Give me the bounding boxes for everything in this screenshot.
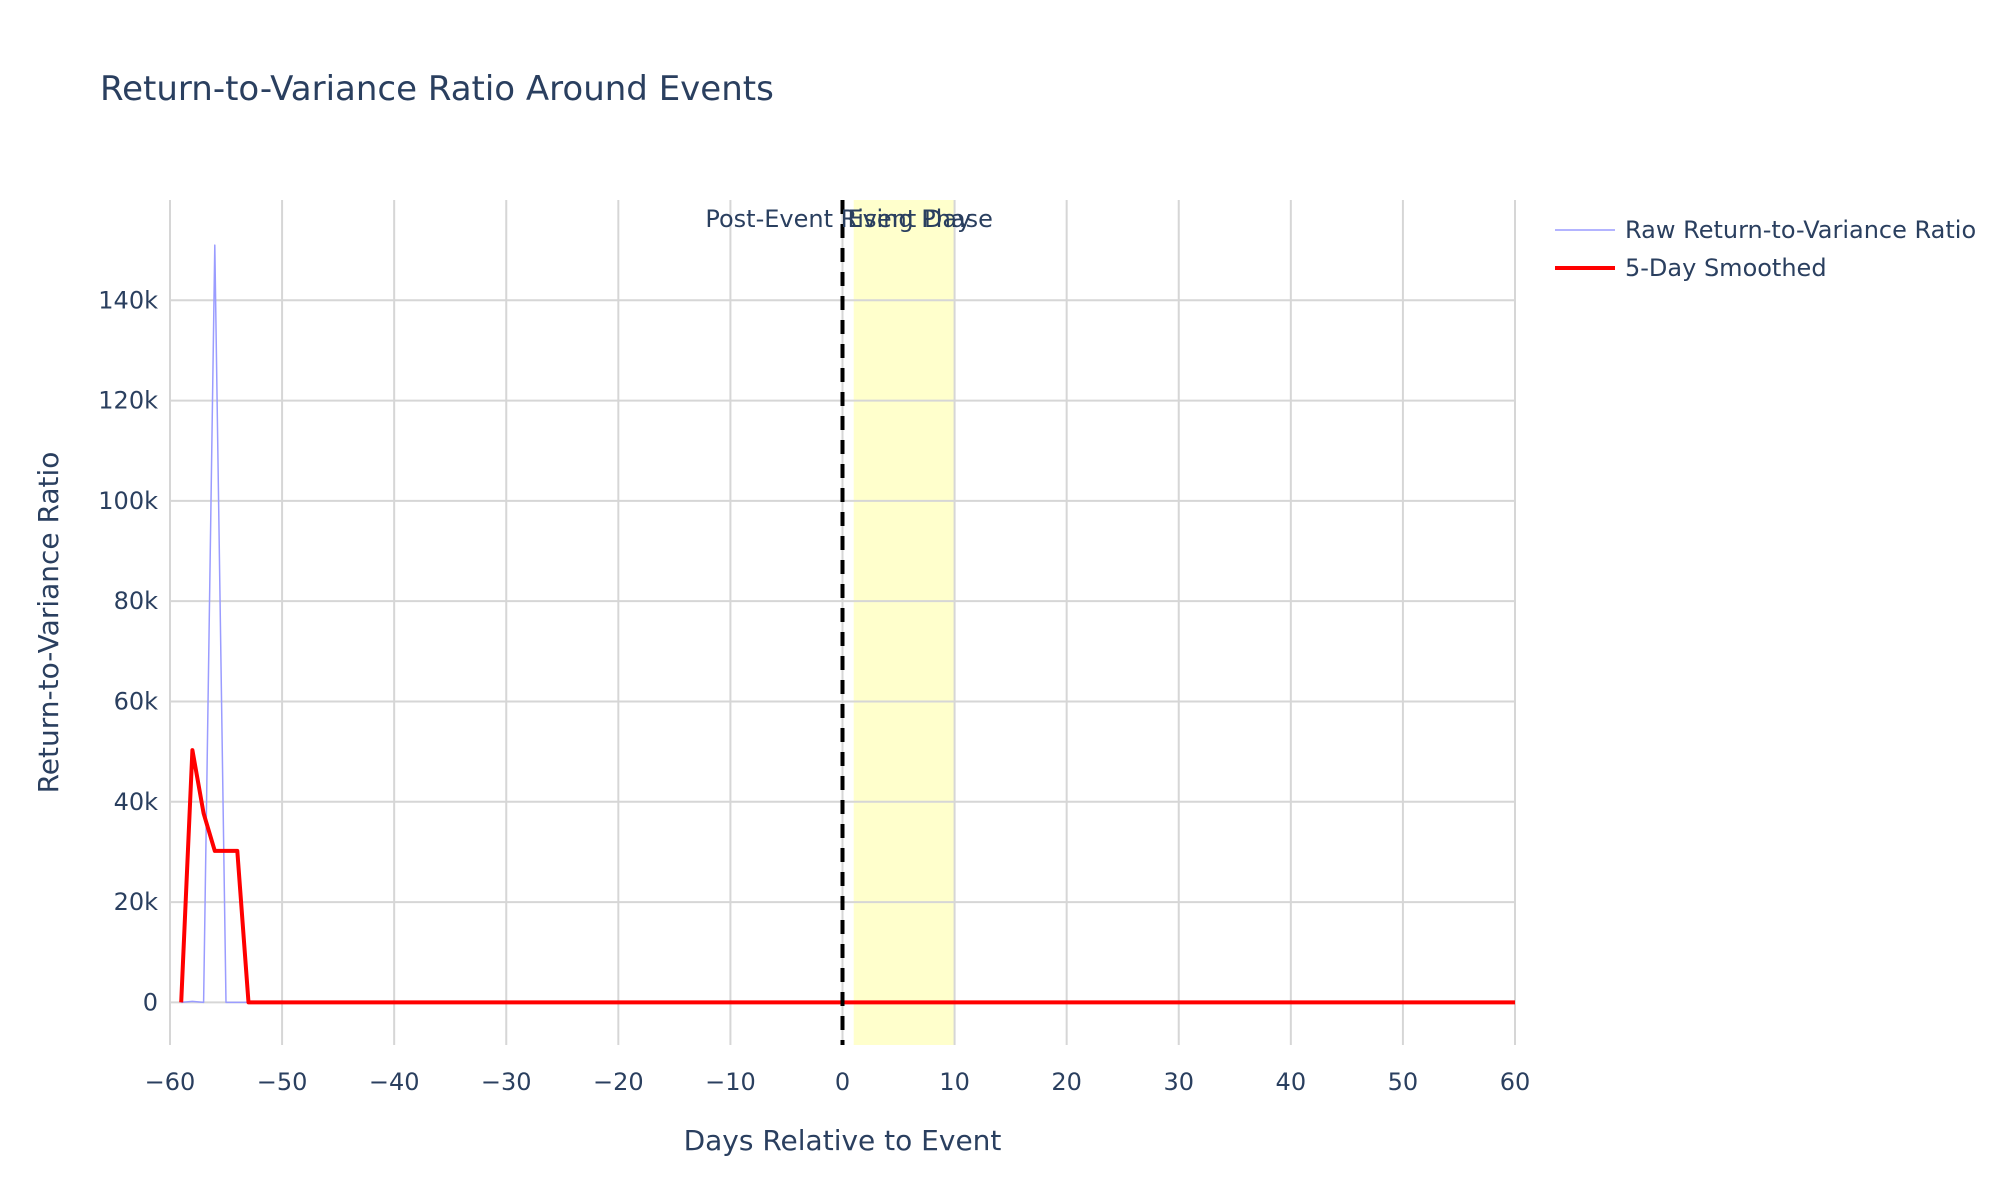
x-tick-label: 30 — [1163, 1068, 1194, 1096]
y-tick-label: 140k — [98, 286, 158, 314]
y-axis-ticks: 0 20k 40k 60k 80k 100k 120k 140k — [98, 286, 158, 1016]
x-tick-label: 60 — [1500, 1068, 1531, 1096]
x-tick-label: 40 — [1276, 1068, 1307, 1096]
post-event-phase-label: Post-Event Rising Phase — [705, 205, 993, 233]
event-day-label: Event Day — [848, 205, 972, 233]
x-axis-ticks: −60 −50 −40 −30 −20 −10 0 10 20 30 40 50 60 — [145, 1068, 1531, 1096]
y-tick-label: 40k — [114, 788, 159, 816]
chart-title: Return-to-Variance Ratio Around Events — [100, 69, 774, 109]
x-tick-label: 50 — [1388, 1068, 1419, 1096]
y-tick-label: 0 — [143, 988, 158, 1016]
x-axis-title: Days Relative to Event — [684, 1124, 1002, 1157]
y-tick-label: 120k — [98, 387, 158, 415]
series-line-0 — [181, 244, 1515, 1004]
y-axis-title: Return-to-Variance Ratio — [32, 452, 65, 794]
x-tick-label: −50 — [257, 1068, 308, 1096]
x-tick-label: 0 — [835, 1068, 850, 1096]
post-event-phase-band — [853, 200, 955, 1045]
legend-label-smoothed: 5-Day Smoothed — [1625, 254, 1827, 282]
series-layer — [179, 244, 1515, 1005]
x-tick-label: 10 — [939, 1068, 970, 1096]
x-tick-label: −10 — [705, 1068, 756, 1096]
x-tick-label: −40 — [369, 1068, 420, 1096]
x-tick-label: −20 — [593, 1068, 644, 1096]
x-tick-label: 20 — [1051, 1068, 1082, 1096]
y-tick-label: 60k — [114, 687, 159, 715]
x-tick-label: −60 — [145, 1068, 196, 1096]
x-tick-label: −30 — [481, 1068, 532, 1096]
legend-label-raw: Raw Return-to-Variance Ratio — [1625, 216, 1976, 244]
series-line-1 — [179, 748, 1515, 1005]
y-tick-label: 20k — [114, 888, 159, 916]
y-tick-label: 100k — [98, 487, 158, 515]
y-tick-label: 80k — [114, 587, 159, 615]
legend[interactable]: Raw Return-to-Variance Ratio 5-Day Smoot… — [1555, 216, 1976, 282]
